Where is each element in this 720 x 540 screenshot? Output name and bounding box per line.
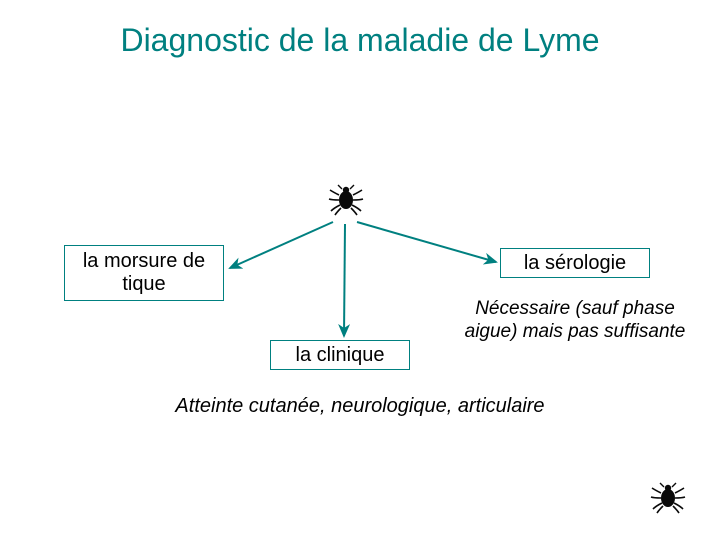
tick-icon xyxy=(650,478,686,519)
page-title: Diagnostic de la maladie de Lyme xyxy=(0,22,720,59)
box-morsure: la morsure detique xyxy=(64,245,224,301)
arrow-to-morsure xyxy=(230,222,333,268)
tick-icon xyxy=(328,180,364,221)
note-serologie: Nécessaire (sauf phaseaigue) mais pas su… xyxy=(445,298,705,344)
box-serologie: la sérologie xyxy=(500,248,650,278)
caption-clinique: Atteinte cutanée, neurologique, articula… xyxy=(150,395,570,418)
box-morsure-label: la morsure detique xyxy=(83,250,205,296)
box-clinique-label: la clinique xyxy=(296,344,385,367)
box-clinique: la clinique xyxy=(270,340,410,370)
arrow-to-serologie xyxy=(357,222,496,262)
arrow-to-clinique xyxy=(344,224,345,336)
box-serologie-label: la sérologie xyxy=(524,252,626,275)
